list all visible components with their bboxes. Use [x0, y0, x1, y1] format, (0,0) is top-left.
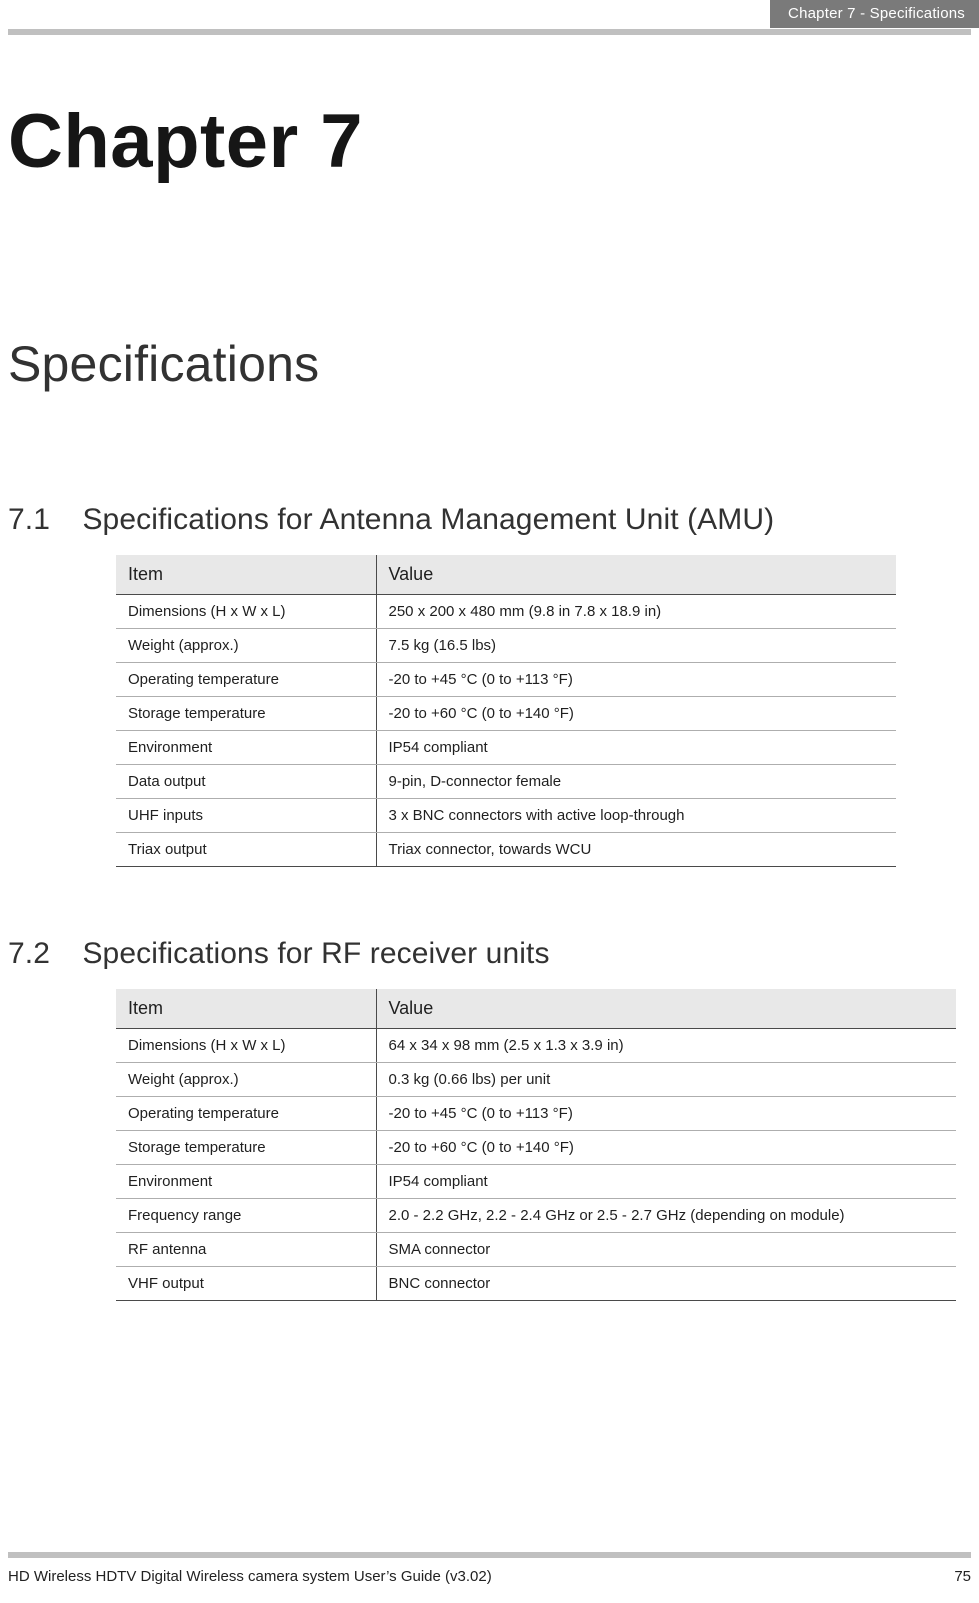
cell-item: Environment: [116, 731, 376, 765]
content-area: Chapter 7 Specifications 7.1 Specificati…: [8, 40, 971, 1531]
cell-value: 7.5 kg (16.5 lbs): [376, 629, 896, 663]
cell-item: Environment: [116, 1165, 376, 1199]
spec-table-wrap: Item Value Dimensions (H x W x L)250 x 2…: [8, 555, 971, 867]
table-row: VHF outputBNC connector: [116, 1267, 956, 1301]
cell-value: 64 x 34 x 98 mm (2.5 x 1.3 x 3.9 in): [376, 1029, 956, 1063]
table-row: Weight (approx.)0.3 kg (0.66 lbs) per un…: [116, 1063, 956, 1097]
table-header-row: Item Value: [116, 989, 956, 1029]
spec-table-rf: Item Value Dimensions (H x W x L)64 x 34…: [116, 989, 956, 1301]
table-row: RF antennaSMA connector: [116, 1233, 956, 1267]
table-body: Dimensions (H x W x L)64 x 34 x 98 mm (2…: [116, 1029, 956, 1301]
cell-item: Dimensions (H x W x L): [116, 595, 376, 629]
cell-item: Triax output: [116, 833, 376, 867]
cell-value: 0.3 kg (0.66 lbs) per unit: [376, 1063, 956, 1097]
running-head-bar: Chapter 7 - Specifications: [770, 0, 979, 28]
table-header-row: Item Value: [116, 555, 896, 595]
cell-item: Storage temperature: [116, 697, 376, 731]
page-title: Specifications: [8, 335, 971, 393]
section-7-1: 7.1 Specifications for Antenna Managemen…: [8, 503, 971, 867]
footer-rule: [8, 1552, 971, 1558]
cell-item: Dimensions (H x W x L): [116, 1029, 376, 1063]
cell-value: 9-pin, D-connector female: [376, 765, 896, 799]
table-row: Storage temperature-20 to +60 °C (0 to +…: [116, 697, 896, 731]
th-item: Item: [116, 555, 376, 595]
cell-item: Storage temperature: [116, 1131, 376, 1165]
spec-table-wrap: Item Value Dimensions (H x W x L)64 x 34…: [8, 989, 971, 1301]
cell-value: BNC connector: [376, 1267, 956, 1301]
table-body: Dimensions (H x W x L)250 x 200 x 480 mm…: [116, 595, 896, 867]
table-row: Weight (approx.)7.5 kg (16.5 lbs): [116, 629, 896, 663]
cell-item: UHF inputs: [116, 799, 376, 833]
cell-item: Frequency range: [116, 1199, 376, 1233]
table-row: Triax outputTriax connector, towards WCU: [116, 833, 896, 867]
cell-value: -20 to +45 °C (0 to +113 °F): [376, 663, 896, 697]
section-title: Specifications for Antenna Management Un…: [82, 503, 774, 536]
table-row: UHF inputs3 x BNC connectors with active…: [116, 799, 896, 833]
section-7-2: 7.2 Specifications for RF receiver units…: [8, 937, 971, 1301]
footer-doc-title: HD Wireless HDTV Digital Wireless camera…: [8, 1568, 492, 1585]
footer-page-number: 75: [954, 1568, 971, 1585]
cell-value: IP54 compliant: [376, 731, 896, 765]
section-heading: 7.1 Specifications for Antenna Managemen…: [8, 503, 971, 537]
footer: HD Wireless HDTV Digital Wireless camera…: [8, 1568, 971, 1585]
section-number: 7.1: [8, 503, 74, 537]
cell-value: 3 x BNC connectors with active loop-thro…: [376, 799, 896, 833]
table-row: EnvironmentIP54 compliant: [116, 1165, 956, 1199]
cell-item: Weight (approx.): [116, 1063, 376, 1097]
th-value: Value: [376, 555, 896, 595]
cell-item: Data output: [116, 765, 376, 799]
cell-value: -20 to +60 °C (0 to +140 °F): [376, 1131, 956, 1165]
cell-value: 250 x 200 x 480 mm (9.8 in 7.8 x 18.9 in…: [376, 595, 896, 629]
page: Chapter 7 - Specifications Chapter 7 Spe…: [0, 0, 979, 1603]
cell-item: Weight (approx.): [116, 629, 376, 663]
chapter-title: Chapter 7: [8, 98, 971, 185]
table-row: Frequency range2.0 - 2.2 GHz, 2.2 - 2.4 …: [116, 1199, 956, 1233]
table-row: Data output9-pin, D-connector female: [116, 765, 896, 799]
section-heading: 7.2 Specifications for RF receiver units: [8, 937, 971, 971]
cell-value: -20 to +60 °C (0 to +140 °F): [376, 697, 896, 731]
table-row: Storage temperature-20 to +60 °C (0 to +…: [116, 1131, 956, 1165]
cell-value: 2.0 - 2.2 GHz, 2.2 - 2.4 GHz or 2.5 - 2.…: [376, 1199, 956, 1233]
cell-item: Operating temperature: [116, 1097, 376, 1131]
th-item: Item: [116, 989, 376, 1029]
section-number: 7.2: [8, 937, 74, 971]
cell-value: IP54 compliant: [376, 1165, 956, 1199]
cell-value: SMA connector: [376, 1233, 956, 1267]
table-row: Dimensions (H x W x L)64 x 34 x 98 mm (2…: [116, 1029, 956, 1063]
running-head-text: Chapter 7 - Specifications: [788, 5, 965, 22]
table-row: EnvironmentIP54 compliant: [116, 731, 896, 765]
table-row: Operating temperature-20 to +45 °C (0 to…: [116, 663, 896, 697]
cell-item: VHF output: [116, 1267, 376, 1301]
spec-table-amu: Item Value Dimensions (H x W x L)250 x 2…: [116, 555, 896, 867]
cell-item: RF antenna: [116, 1233, 376, 1267]
table-row: Dimensions (H x W x L)250 x 200 x 480 mm…: [116, 595, 896, 629]
cell-value: Triax connector, towards WCU: [376, 833, 896, 867]
cell-value: -20 to +45 °C (0 to +113 °F): [376, 1097, 956, 1131]
section-title: Specifications for RF receiver units: [82, 937, 549, 970]
header-rule: [8, 29, 971, 35]
cell-item: Operating temperature: [116, 663, 376, 697]
th-value: Value: [376, 989, 956, 1029]
table-row: Operating temperature-20 to +45 °C (0 to…: [116, 1097, 956, 1131]
